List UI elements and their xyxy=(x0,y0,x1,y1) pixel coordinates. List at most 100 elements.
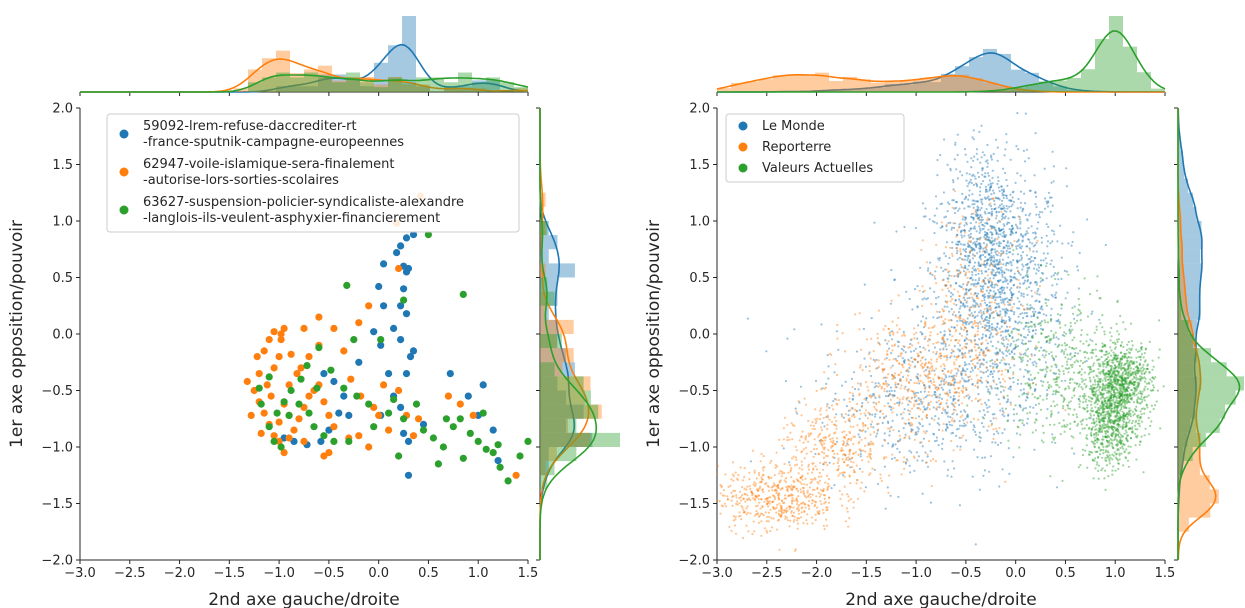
data-point xyxy=(996,358,999,361)
data-point xyxy=(1080,368,1083,371)
data-point xyxy=(913,358,916,361)
data-point xyxy=(1110,394,1113,397)
data-point xyxy=(985,309,989,313)
data-point xyxy=(914,347,917,350)
data-point xyxy=(891,349,894,352)
data-point xyxy=(1144,427,1147,430)
data-point xyxy=(793,485,796,488)
data-point xyxy=(1012,190,1015,193)
data-point xyxy=(848,397,851,400)
data-point xyxy=(1044,257,1047,260)
data-point xyxy=(982,253,985,257)
data-point xyxy=(827,482,830,485)
data-point xyxy=(793,464,797,467)
data-point xyxy=(990,185,993,189)
data-point xyxy=(1125,386,1128,389)
data-point xyxy=(1045,262,1048,265)
data-point xyxy=(970,181,973,185)
data-point xyxy=(1100,406,1103,409)
data-point xyxy=(960,266,963,269)
data-point xyxy=(1102,404,1105,407)
data-point xyxy=(992,295,995,298)
data-point xyxy=(731,495,734,498)
data-point xyxy=(1131,362,1134,366)
data-point xyxy=(504,477,512,485)
data-point xyxy=(1056,320,1059,323)
data-point xyxy=(907,422,911,425)
legend: 59092-lrem-refuse-daccrediter-rt -france-… xyxy=(106,113,520,233)
data-point xyxy=(781,470,784,473)
data-point xyxy=(984,324,987,327)
data-point xyxy=(811,522,814,525)
data-point xyxy=(819,432,822,435)
data-point xyxy=(959,252,963,255)
data-point xyxy=(800,482,803,486)
data-point xyxy=(1122,386,1125,389)
data-point xyxy=(790,467,793,470)
right-histogram-bar xyxy=(540,390,591,405)
data-point xyxy=(870,317,873,320)
data-point xyxy=(885,415,888,418)
data-point xyxy=(1006,282,1010,285)
data-point xyxy=(1015,225,1019,228)
data-point xyxy=(956,320,959,323)
data-point xyxy=(816,506,819,509)
data-point xyxy=(799,491,803,494)
data-point xyxy=(1019,227,1022,230)
data-point xyxy=(843,485,846,488)
data-point xyxy=(797,400,800,403)
data-point xyxy=(1055,366,1058,369)
data-point xyxy=(1113,370,1116,373)
data-point xyxy=(799,516,803,519)
data-point xyxy=(916,377,919,380)
data-point xyxy=(320,370,328,378)
data-point xyxy=(755,495,758,499)
data-point xyxy=(956,258,959,261)
data-point xyxy=(1151,359,1154,362)
data-point xyxy=(866,385,869,388)
data-point xyxy=(1139,390,1142,393)
data-point xyxy=(927,327,931,330)
data-point xyxy=(950,348,953,351)
data-point xyxy=(908,464,911,467)
data-point xyxy=(1122,345,1125,349)
data-point xyxy=(1105,413,1108,416)
data-point xyxy=(1017,197,1020,201)
x-tick-label: 0.0 xyxy=(1005,566,1026,581)
data-point xyxy=(997,179,1000,183)
data-point xyxy=(1005,194,1008,197)
data-point xyxy=(1009,251,1012,254)
data-point xyxy=(1008,298,1012,302)
data-point xyxy=(781,444,784,447)
data-point xyxy=(1006,419,1010,422)
data-point xyxy=(1142,396,1145,399)
data-point xyxy=(792,520,795,523)
data-point xyxy=(1005,249,1008,252)
data-point xyxy=(982,263,985,266)
data-point xyxy=(792,506,795,509)
data-point xyxy=(907,422,911,425)
data-point xyxy=(1026,219,1029,222)
data-point xyxy=(1139,416,1142,419)
data-point xyxy=(856,478,859,482)
data-point xyxy=(962,387,965,390)
data-point xyxy=(981,218,984,221)
data-point xyxy=(938,406,941,409)
data-point xyxy=(340,392,348,400)
data-point xyxy=(966,185,969,188)
data-point xyxy=(982,247,985,250)
data-point xyxy=(898,451,901,454)
data-point xyxy=(764,511,767,514)
data-point xyxy=(964,274,967,277)
data-point xyxy=(987,399,990,402)
data-point xyxy=(1009,233,1012,237)
data-point xyxy=(907,370,910,373)
data-point xyxy=(949,396,952,399)
data-point xyxy=(801,475,804,478)
data-point xyxy=(862,425,865,428)
data-point xyxy=(972,269,976,272)
data-point xyxy=(891,344,894,347)
data-point xyxy=(1022,207,1025,210)
data-point xyxy=(1021,409,1024,412)
